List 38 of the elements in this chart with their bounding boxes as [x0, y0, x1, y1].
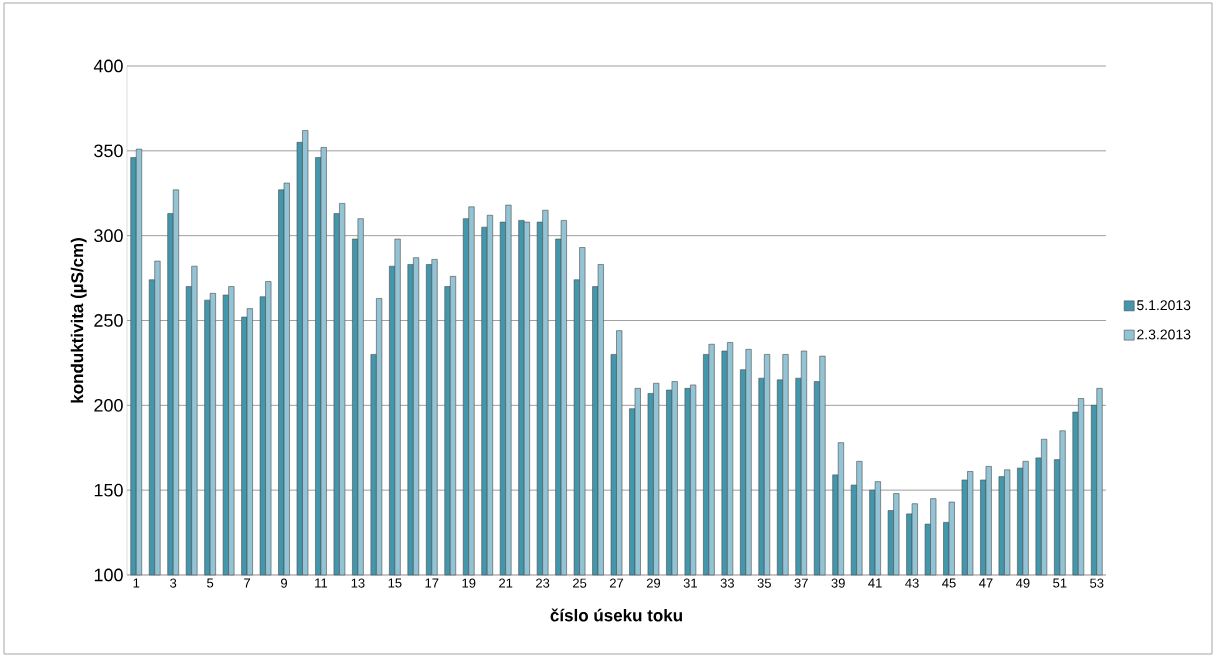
- x-tick-label: 35: [757, 578, 771, 588]
- y-tick-label: 100: [94, 568, 123, 582]
- x-tick-label: 33: [720, 578, 734, 588]
- legend-label: 5.1.2013: [1137, 300, 1191, 311]
- legend-label: 2.3.2013: [1137, 329, 1191, 340]
- x-tick-label: 1: [133, 578, 140, 588]
- x-tick-label: 17: [425, 578, 439, 588]
- x-tick-label: 21: [499, 578, 513, 588]
- x-tick-label: 29: [646, 578, 661, 588]
- x-tick-label: 13: [351, 578, 365, 588]
- x-tick-label: 45: [942, 578, 956, 588]
- x-tick-label: 51: [1053, 578, 1067, 588]
- y-tick-label: 150: [94, 483, 123, 497]
- x-tick-label: 7: [244, 578, 251, 588]
- y-tick-label: 200: [94, 398, 123, 412]
- x-tick-label: 9: [281, 578, 288, 588]
- x-tick-label: 3: [170, 578, 177, 588]
- x-tick-label: 53: [1090, 578, 1104, 588]
- x-tick-label: 11: [315, 578, 328, 588]
- x-tick-label: 41: [868, 578, 882, 588]
- x-tick-label: 31: [683, 578, 697, 588]
- x-tick-label: 27: [609, 578, 624, 588]
- x-tick-label: 37: [794, 578, 808, 588]
- x-tick-label: 5: [207, 578, 214, 588]
- x-tick-label: 39: [831, 578, 845, 588]
- x-tick-label: 15: [388, 578, 402, 588]
- x-tick-label: 23: [536, 578, 550, 588]
- y-axis-title: konduktivita (µS/cm): [70, 238, 87, 403]
- y-tick-label: 300: [94, 229, 123, 243]
- x-tick-label: 25: [572, 578, 587, 588]
- x-axis-title: číslo úseku toku: [550, 608, 682, 622]
- y-tick-label: 400: [93, 59, 123, 73]
- y-tick-label: 350: [94, 144, 123, 158]
- x-tick-label: 43: [905, 578, 919, 588]
- x-tick-label: 49: [1015, 578, 1030, 588]
- x-tick-label: 47: [979, 578, 993, 588]
- x-tick-label: 19: [462, 578, 476, 588]
- y-tick-label: 250: [94, 314, 123, 327]
